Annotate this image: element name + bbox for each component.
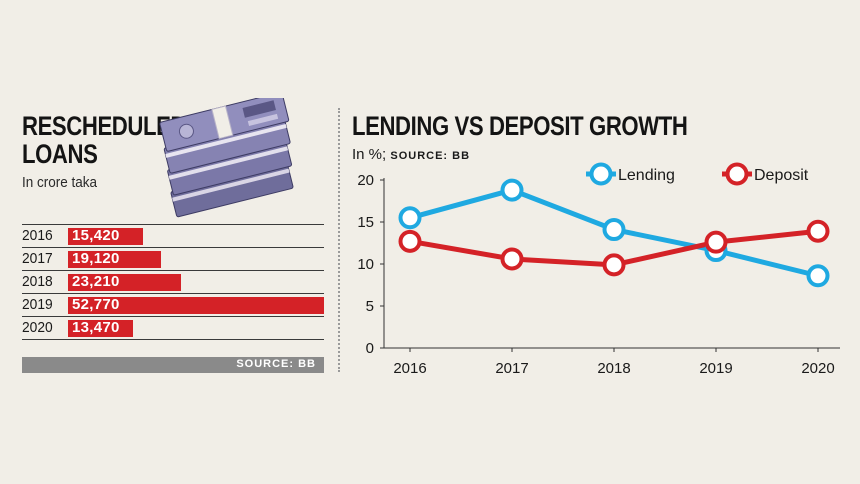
deposit-point — [398, 229, 422, 253]
unit-label: In %; — [352, 146, 387, 163]
rescheduled-loans-table: 2016 15,420 2017 19,120 2018 23,210 2019 52,770… — [22, 224, 324, 340]
loan-value-label: 52,770 — [72, 296, 120, 313]
deposit-point — [602, 253, 626, 277]
x-tick-label: 2018 — [597, 360, 630, 377]
y-tick-label: 10 — [357, 256, 374, 273]
source-label: SOURCE: BB — [236, 358, 316, 370]
loan-bar — [68, 320, 134, 337]
x-tick-label: 2016 — [393, 360, 426, 377]
loan-year-label: 2017 — [22, 250, 53, 267]
x-tick-label: 2020 — [801, 360, 834, 377]
y-tick-label: 5 — [366, 298, 374, 315]
source-bar: SOURCE: BB — [22, 357, 324, 373]
x-tick-label: 2017 — [495, 360, 528, 377]
y-tick-label: 0 — [366, 340, 374, 357]
lending-point — [398, 206, 422, 230]
loan-bar — [68, 228, 143, 245]
title-line-2: LOANS — [22, 139, 98, 169]
lending-legend-marker — [589, 162, 613, 186]
deposit-point — [704, 230, 728, 254]
loans-subtitle: In crore taka — [22, 174, 98, 191]
deposit-point — [500, 247, 524, 271]
loan-row-2020: 2020 13,470 — [22, 316, 324, 340]
loan-value-label: 15,420 — [72, 227, 120, 244]
loan-bar — [68, 251, 161, 268]
panel-divider — [338, 108, 340, 372]
loan-year-label: 2020 — [22, 319, 53, 336]
lending-point — [500, 178, 524, 202]
rescheduled-loans-title: RESCHEDULED LOANS — [22, 112, 186, 168]
loan-bar — [68, 274, 181, 291]
lending-legend-label: Lending — [618, 167, 675, 184]
unit-and-source: In %; SOURCE: BB — [352, 146, 470, 163]
loan-row-2016: 2016 15,420 — [22, 224, 324, 247]
y-tick-label: 15 — [357, 214, 374, 231]
title-line-1: RESCHEDULED — [22, 111, 187, 141]
deposit-legend-marker — [725, 162, 749, 186]
source-label-right: SOURCE: BB — [390, 150, 471, 162]
rescheduled-loans-panel: RESCHEDULED LOANS In crore taka 2016 15,4… — [0, 0, 340, 484]
lending-deposit-line-chart: 0 5 10 15 20 2016 2017 2018 2019 2020 Lending Depos… — [357, 162, 840, 377]
loan-bar — [68, 297, 324, 314]
deposit-legend-label: Deposit — [754, 167, 809, 184]
loan-row-2019: 2019 52,770 — [22, 293, 324, 316]
deposit-point — [806, 219, 830, 243]
loan-value-label: 13,470 — [72, 319, 120, 336]
loan-year-label: 2016 — [22, 227, 53, 244]
money-stack-illustration — [159, 98, 294, 218]
loan-value-label: 19,120 — [72, 250, 120, 267]
y-tick-label: 20 — [357, 172, 374, 189]
loan-year-label: 2018 — [22, 273, 53, 290]
lending-deposit-title: LENDING VS DEPOSIT GROWTH — [352, 111, 688, 141]
loan-row-2018: 2018 23,210 — [22, 270, 324, 293]
loan-year-label: 2019 — [22, 296, 53, 313]
lending-point — [602, 218, 626, 242]
loan-value-label: 23,210 — [72, 273, 120, 290]
x-tick-label: 2019 — [699, 360, 732, 377]
lending-point — [806, 264, 830, 288]
loan-row-2017: 2017 19,120 — [22, 247, 324, 270]
